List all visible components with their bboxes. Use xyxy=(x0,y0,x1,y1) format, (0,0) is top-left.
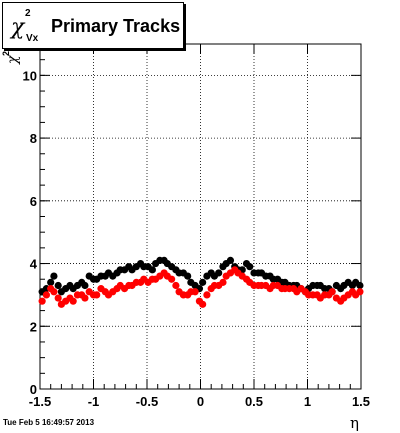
data-point-series-2 xyxy=(93,291,101,299)
title-chi-symbol: χ xyxy=(11,15,25,40)
x-tick-label: -0.5 xyxy=(136,394,158,409)
y-tick-label: 8 xyxy=(30,131,37,146)
data-point-series-2 xyxy=(199,300,207,308)
data-point-series-2 xyxy=(168,275,176,283)
y-tick-label: 6 xyxy=(30,194,37,209)
x-tick-label: 0.5 xyxy=(245,394,263,409)
data-point-series-2 xyxy=(328,288,336,296)
tick-labels: -1.5 -1 -0.5 0 0.5 1 1.5 0 2 4 6 8 10 xyxy=(23,68,371,409)
x-tick-label: 1 xyxy=(304,394,311,409)
data-point-series-2 xyxy=(38,297,46,305)
data-point-series-1 xyxy=(148,266,156,274)
grid-lines xyxy=(40,44,361,389)
data-point-series-2 xyxy=(191,288,199,296)
y-tick-label: 10 xyxy=(23,68,37,83)
x-tick-label: -1.5 xyxy=(29,394,51,409)
data-point-series-1 xyxy=(54,281,62,290)
data-point-series-1 xyxy=(199,278,207,286)
data-point-series-1 xyxy=(81,281,89,290)
data-point-series-1 xyxy=(50,272,58,280)
data-point-series-2 xyxy=(203,291,211,299)
y-axis-label-symbol: χ xyxy=(5,54,21,65)
data-point-series-2 xyxy=(50,288,58,296)
data-point-series-1 xyxy=(356,281,364,290)
data-point-series-2 xyxy=(172,281,180,290)
axis-ticks xyxy=(39,43,362,390)
chart-title: Primary Tracks xyxy=(51,16,181,36)
title-superscript: 2 xyxy=(25,8,31,19)
data-point-series-1 xyxy=(215,269,223,277)
data-point-series-2 xyxy=(81,294,89,302)
data-point-series-2 xyxy=(54,294,62,302)
x-tick-label: -1 xyxy=(88,394,100,409)
data-point-series-1 xyxy=(246,263,254,271)
x-axis-label: η xyxy=(350,414,359,432)
data-point-series-1 xyxy=(184,272,192,280)
data-point-series-2 xyxy=(356,288,364,296)
x-tick-label: 1.5 xyxy=(352,394,370,409)
timestamp-footer: Tue Feb 5 16:49:57 2013 xyxy=(3,418,95,427)
y-axis-label-sup: 2 xyxy=(1,51,11,56)
data-points xyxy=(38,256,364,308)
title-subscript: Vx xyxy=(26,33,39,44)
data-point-series-2 xyxy=(69,297,77,305)
data-point-series-1 xyxy=(47,278,55,286)
y-tick-label: 0 xyxy=(30,382,37,397)
y-tick-label: 2 xyxy=(30,319,37,334)
data-point-series-1 xyxy=(226,256,235,265)
y-tick-label: 4 xyxy=(30,257,38,272)
x-tick-label: 0 xyxy=(197,394,204,409)
y-axis-label: χ 2 xyxy=(1,51,21,65)
data-point-series-2 xyxy=(42,291,51,299)
data-point-series-2 xyxy=(219,278,227,286)
title-box: χ 2 Vx Primary Tracks xyxy=(2,2,184,49)
